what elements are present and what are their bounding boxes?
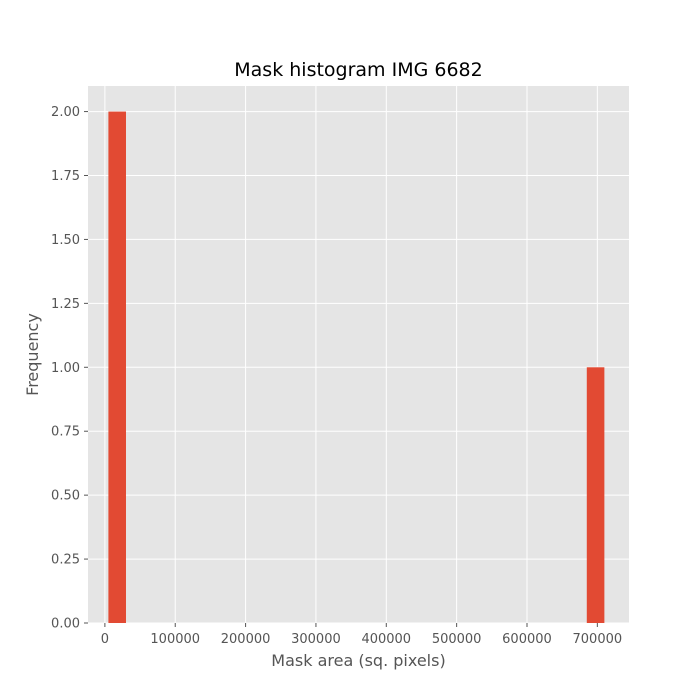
- histogram-bar: [108, 111, 126, 624]
- y-tick-label: 1.50: [51, 233, 80, 248]
- x-tick-label: 100000: [150, 632, 200, 647]
- x-tick-label: 700000: [573, 632, 623, 647]
- grid-lines: [88, 86, 629, 624]
- histogram-bar: [586, 367, 605, 623]
- y-tick-label: 0.75: [51, 425, 80, 440]
- y-tick-label: 0.25: [51, 553, 80, 568]
- x-tick-label: 500000: [432, 632, 482, 647]
- y-tick-label: 2.00: [51, 105, 80, 120]
- y-tick-label: 0.00: [51, 617, 80, 632]
- x-tick-label: 400000: [361, 632, 411, 647]
- x-axis-ticks: 0 100000 200000 300000 400000 500000 600000 700…: [101, 623, 622, 647]
- x-tick-label: 300000: [291, 632, 341, 647]
- x-axis-label: Mask area (sq. pixels): [271, 651, 445, 670]
- x-tick-label: 0: [101, 632, 109, 647]
- bars: [108, 111, 605, 624]
- y-tick-label: 1.00: [51, 361, 80, 376]
- y-tick-label: 0.50: [51, 489, 80, 504]
- x-tick-label: 200000: [221, 632, 271, 647]
- y-axis-label: Frequency: [23, 313, 42, 396]
- y-axis-ticks: 0.00 0.25 0.50 0.75 1.00 1.25 1.50 1.75 2.00: [51, 105, 88, 632]
- x-tick-label: 600000: [502, 632, 552, 647]
- chart-title: Mask histogram IMG 6682: [234, 59, 482, 81]
- y-tick-label: 1.25: [51, 297, 80, 312]
- y-tick-label: 1.75: [51, 169, 80, 184]
- plot-area: [88, 86, 629, 623]
